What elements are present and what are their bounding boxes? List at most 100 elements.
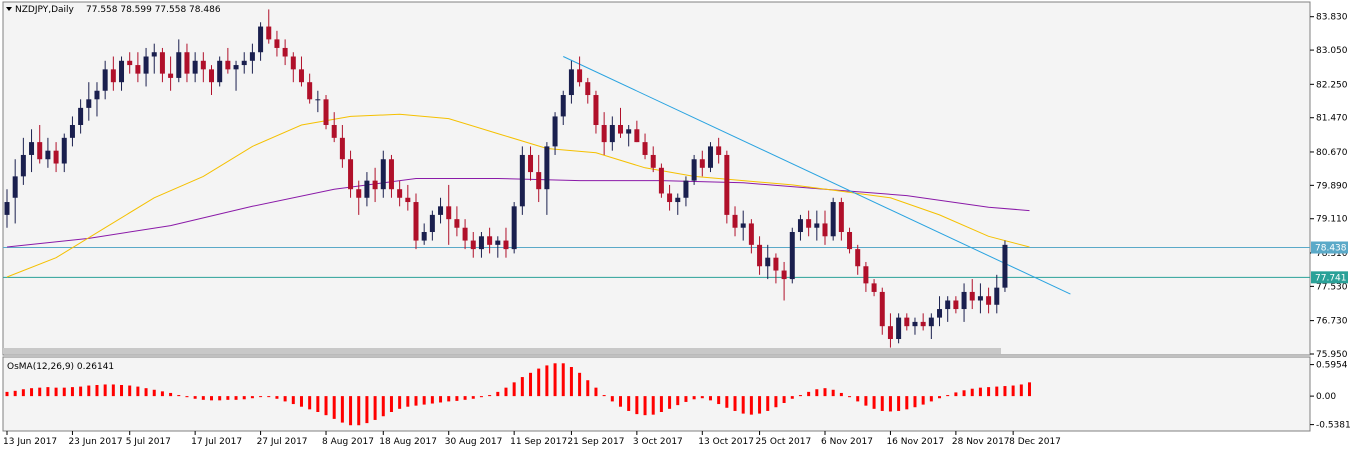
price-tick-label: 81.470 [1316,114,1348,124]
osma-bar [537,368,541,397]
osma-bar [479,396,483,398]
osma-bar [741,396,745,414]
osma-bar [766,396,770,411]
osma-bar [782,396,786,403]
osma-bar [299,396,303,407]
osma-tick-label: 0.00 [1316,392,1336,402]
osma-bar [46,387,50,397]
candle-body [249,52,255,61]
osma-bar [880,396,884,411]
date-tick-label: 13 Jun 2017 [3,437,57,447]
candle-body [397,189,403,198]
osma-bar [226,396,230,400]
candle-body [429,214,435,233]
osma-bar [340,396,344,423]
candle-body [699,159,705,168]
osma-bar [512,382,516,397]
trendline[interactable] [563,56,1071,295]
candle-body [789,232,795,280]
candle-body [953,300,959,310]
osma-bar [357,396,361,426]
osma-bar [267,396,271,398]
candle-body [307,82,313,100]
candle-body [462,227,468,241]
osma-bar [872,396,876,409]
candle-body [184,52,190,74]
osma-bar [1019,384,1023,397]
osma-bar [365,396,369,424]
osma-bar [602,395,606,397]
level-lines [3,247,1310,278]
candle-body [757,244,763,267]
osma-bar [250,396,254,399]
osma-bar [807,391,811,397]
osma-bar [823,388,827,397]
price-tick-label: 80.670 [1316,148,1348,158]
osma-bar [643,396,647,416]
candle-body [691,159,697,181]
date-tick-label: 18 Aug 2017 [379,437,437,447]
osma-bar [463,396,467,400]
candle-body [707,146,713,168]
osma-bar [668,396,672,409]
candle-body [217,60,223,83]
candle-body [855,249,861,267]
osma-bar [962,390,966,397]
osma-bar [234,396,238,400]
history-scrollbar[interactable] [3,348,1001,354]
candle-body [470,240,476,250]
date-tick-label: 28 Nov 2017 [952,437,1010,447]
osma-bar [79,386,83,397]
price-tick-label: 79.890 [1316,181,1348,191]
osma-bar [938,396,942,399]
candle-body [945,300,951,310]
candles [4,9,1008,348]
candle-body [331,124,337,138]
candle-body [667,193,673,203]
osma-bar [905,396,909,410]
candle-body [879,291,885,327]
osma-bar [283,396,287,402]
candle-body [478,236,484,250]
date-tick-label: 17 Jul 2017 [191,437,242,447]
osma-bar [62,387,66,397]
date-tick-label: 16 Nov 2017 [886,437,944,447]
osma-bar [332,396,336,419]
osma-bar [177,395,181,397]
dropdown-triangle-icon[interactable] [6,7,12,11]
osma-bar [708,396,712,401]
candle-body [814,223,820,228]
osma-bar [308,396,312,410]
osma-bar [848,396,852,398]
candle-body [487,236,493,245]
osma-bar [111,384,115,397]
candle-body [748,223,754,245]
date-tick-label: 25 Oct 2017 [756,437,812,447]
osma-bar [839,392,843,397]
candle-body [53,150,59,164]
osma-bar [381,396,385,417]
date-tick-label: 11 Sep 2017 [510,437,567,447]
level-label-box [1311,241,1348,254]
osma-bar [545,365,549,397]
osma-bar [1003,386,1007,397]
candle-body [920,321,926,327]
osma-bar [978,387,982,397]
osma-bar [586,380,590,397]
osma-bar [259,396,263,398]
candle-body [446,206,452,220]
candle-body [969,291,975,301]
candle-body [609,124,615,143]
candle-body [887,326,893,340]
candle-body [797,219,803,233]
osma-bar [38,387,42,397]
osma-bar [700,396,704,399]
candle-body [266,26,272,40]
date-tick-label: 27 Jul 2017 [257,437,308,447]
osma-bar [185,396,189,398]
price-tick-label: 83.050 [1316,46,1348,56]
osma-bar [406,396,410,407]
candle-body [847,232,853,250]
candle-body [438,206,444,215]
osma-bar [987,387,991,397]
